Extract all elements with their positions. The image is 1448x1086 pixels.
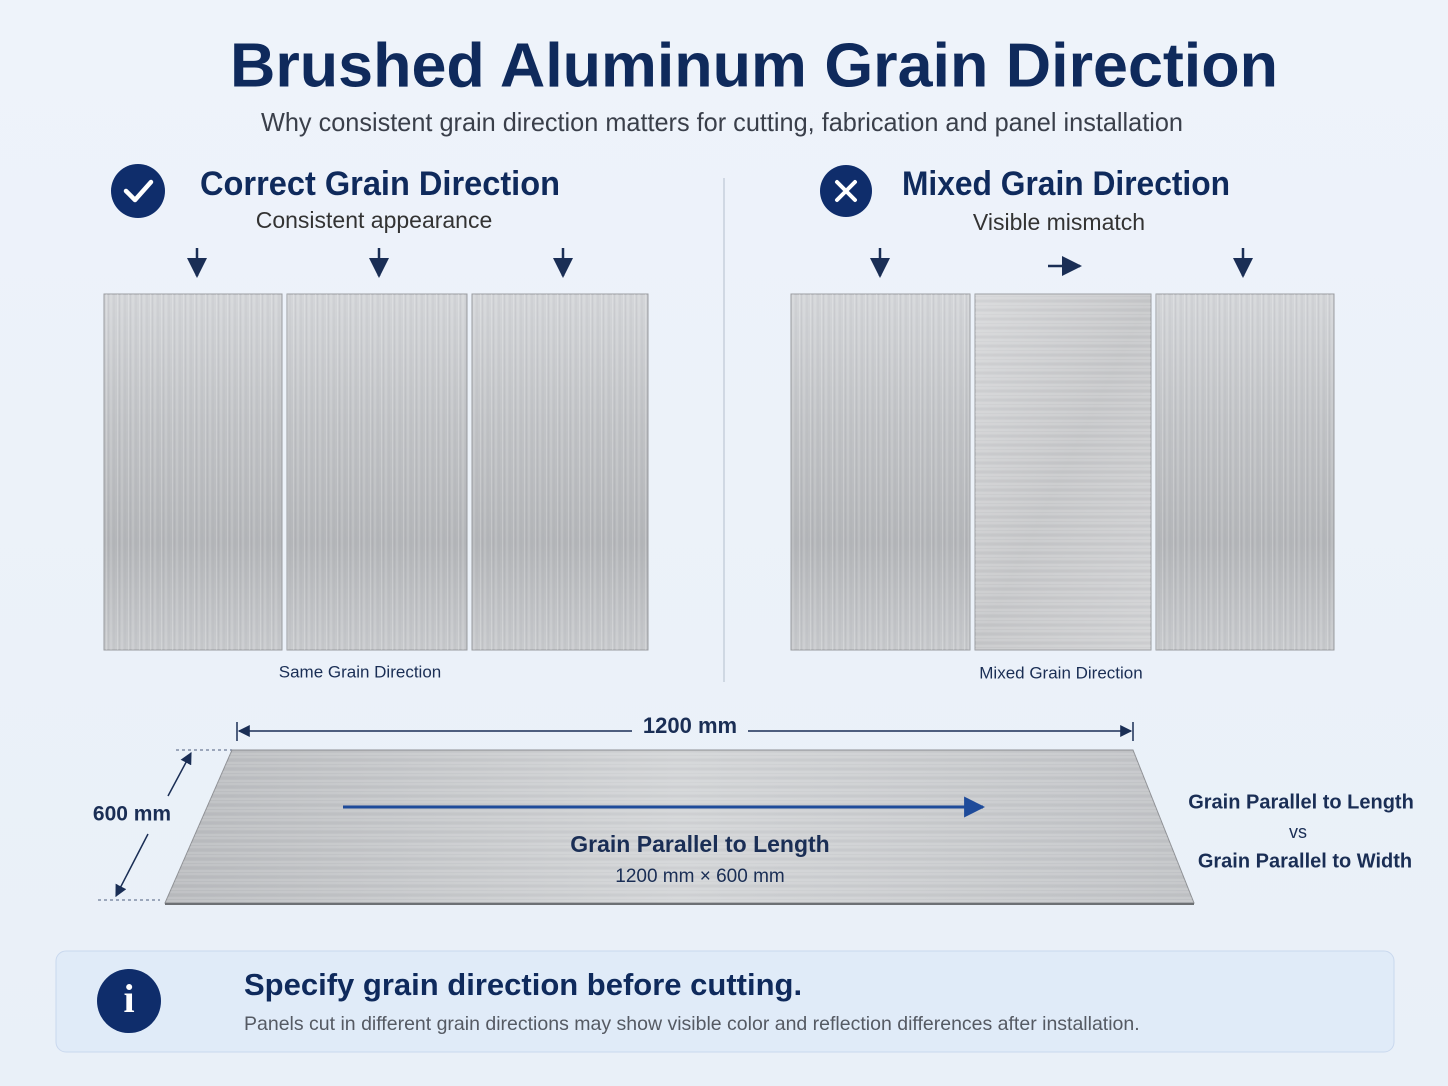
note-title: Specify grain direction before cutting. bbox=[244, 967, 802, 1002]
note-box bbox=[55, 950, 1395, 1053]
panel-group bbox=[790, 293, 1335, 651]
note-text: Panels cut in different grain directions… bbox=[244, 1013, 1140, 1035]
length-dimension bbox=[236, 722, 1134, 741]
dimension-line bbox=[115, 833, 149, 898]
width-label: 600 mm bbox=[93, 803, 171, 826]
panel-group bbox=[103, 293, 649, 651]
grain-texture bbox=[165, 750, 1194, 903]
info-icon bbox=[97, 969, 161, 1033]
size-label: 1200 mm × 600 mm bbox=[615, 866, 785, 887]
panel-caption: Same Grain Direction bbox=[279, 662, 442, 681]
panel-title: Correct Grain Direction bbox=[200, 165, 560, 203]
grain-texture bbox=[791, 294, 970, 650]
grain-texture bbox=[472, 294, 648, 650]
info-glyph: i bbox=[123, 976, 134, 1021]
comparison-vs: vs bbox=[1289, 822, 1307, 842]
cross-mark bbox=[835, 180, 857, 202]
grain-texture bbox=[975, 294, 1151, 650]
panel-subtitle: Consistent appearance bbox=[256, 207, 493, 233]
subtitle: Why consistent grain direction matters f… bbox=[261, 107, 1183, 137]
panel-subtitle: Visible mismatch bbox=[973, 209, 1145, 235]
check-icon bbox=[111, 164, 165, 218]
grain-arrows bbox=[870, 248, 1253, 278]
comparison-item: Grain Parallel to Length bbox=[1188, 791, 1414, 813]
grain-texture bbox=[104, 294, 282, 650]
length-label: 1200 mm bbox=[643, 713, 737, 738]
dimension-line bbox=[167, 751, 192, 797]
panel-caption: Mixed Grain Direction bbox=[979, 663, 1142, 682]
grain-texture bbox=[287, 294, 467, 650]
grain-texture bbox=[1156, 294, 1334, 650]
comparison-item: Grain Parallel to Width bbox=[1198, 850, 1412, 872]
check-mark bbox=[123, 179, 154, 203]
grain-arrows bbox=[187, 248, 573, 278]
title: Brushed Aluminum Grain Direction bbox=[230, 31, 1278, 100]
width-dimension bbox=[98, 749, 232, 901]
grain-label: Grain Parallel to Length bbox=[570, 831, 829, 857]
panel-title: Mixed Grain Direction bbox=[902, 165, 1230, 203]
